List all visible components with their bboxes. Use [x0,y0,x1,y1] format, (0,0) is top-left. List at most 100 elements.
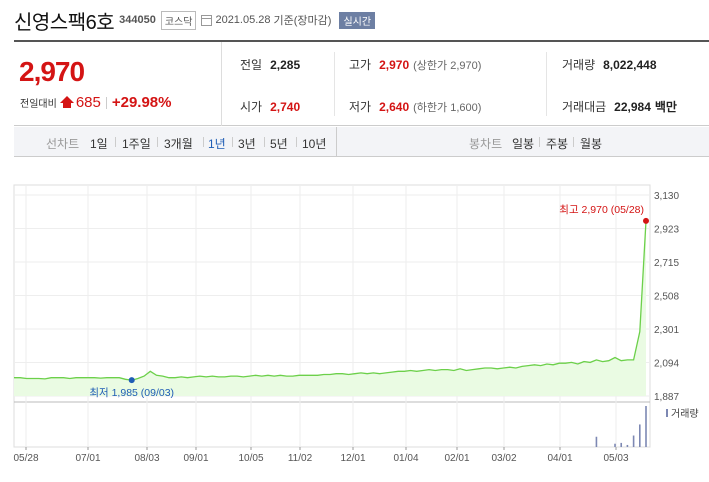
change-row: 전일대비 685 +29.98% [20,94,171,111]
volume-bar [595,436,598,447]
stat-unit: 백만 [654,100,677,114]
price-line [14,220,647,381]
y-tick-label: 3,130 [654,191,679,202]
volume-bar [632,435,635,447]
stat-value: 22,984 [614,100,651,114]
line-chart-title: 선차트 [46,137,80,151]
chart-markers: 최고 2,970 (05/28) 최저 1,985 (09/03) [89,204,649,399]
x-tick-label: 03/02 [491,453,516,464]
stat-low: 저가 2,640 (하한가 1,600) [349,98,481,115]
stock-header: 신영스팩6호 344050 코스닥 2021.05.28 기준(장마감) 실시간 [14,6,376,34]
current-price-box: 2,970 전일대비 685 +29.98% [14,42,222,126]
y-tick-label: 2,094 [654,359,679,370]
x-tick-label: 09/01 [183,453,208,464]
volume-bar [620,442,623,447]
change-label: 전일대비 [20,99,57,110]
x-tick-label: 07/01 [75,453,100,464]
up-arrow-icon [59,96,74,108]
stat-volume: 거래량 8,022,448 [562,56,657,73]
stock-code: 344050 [119,14,156,26]
range-5y-button[interactable]: 5년 [270,137,288,151]
price-area [14,220,646,396]
stat-value: 8,022,448 [603,58,657,72]
stat-label: 거래대금 [562,100,607,114]
chart-grid [13,184,651,448]
chart-range-bar: 선차트 1일 1주일 3개월 1년 3년 5년 10년 봉차트 일봉 주봉 월봉 [14,127,709,157]
y-tick-label: 2,301 [654,325,679,336]
stock-name: 신영스팩6호 [14,11,115,34]
range-divider [539,137,540,147]
stat-divider [334,52,335,116]
stat-high: 고가 2,970 (상한가 2,970) [349,56,481,73]
stat-amount: 거래대금 22,984 백만 [562,98,677,115]
x-tick-label: 05/03 [603,453,628,464]
low-label: 최저 1,985 (09/03) [89,387,174,399]
range-10y-button[interactable]: 10년 [302,137,327,151]
range-divider [573,137,574,147]
volume-bar [626,444,629,447]
plot-frame [13,184,651,448]
change-divider [105,96,107,109]
y-tick-label: 2,508 [654,292,679,303]
range-divider [264,137,265,147]
range-divider [157,137,158,147]
range-divider [203,137,204,147]
stat-label: 거래량 [562,58,596,72]
x-tick-label: 05/28 [13,453,38,464]
stat-sub: (하한가 1,600) [413,102,482,114]
quote-date-note: 기준(장마감) [273,15,332,27]
volume-legend-label: 거래량 [671,408,699,420]
x-tick-label: 04/01 [547,453,572,464]
x-axis-ticks: 05/28 07/01 08/03 09/01 10/05 11/02 12/01 01/04… [13,447,629,464]
stat-label: 전일 [240,58,263,72]
stat-value: 2,740 [270,100,301,114]
stat-divider [546,52,547,116]
range-split-divider [336,127,337,157]
x-tick-label: 02/01 [444,453,469,464]
stat-label: 시가 [240,100,263,114]
stat-value: 2,970 [379,58,410,72]
realtime-button[interactable]: 실시간 [339,11,376,29]
candle-monthly-button[interactable]: 월봉 [580,137,603,151]
y-axis-ticks: 3,130 2,923 2,715 2,508 2,301 2,094 1,887 [654,191,679,403]
change-percent: +29.98% [111,94,172,111]
y-tick-label: 2,923 [654,225,679,236]
range-1y-button[interactable]: 1년 [208,137,226,151]
stat-label: 고가 [349,58,372,72]
stat-sub: (상한가 2,970) [413,60,482,72]
volume-bar [614,443,616,447]
candle-daily-button[interactable]: 일봉 [512,137,535,151]
quote-date: 2021.05.28 [215,14,271,26]
candle-weekly-button[interactable]: 주봉 [546,137,569,151]
range-1d-button[interactable]: 1일 [90,137,108,151]
high-label: 최고 2,970 (05/28) [559,204,644,216]
high-marker [643,217,649,224]
stat-prev-close: 전일 2,285 [240,56,300,73]
current-price: 2,970 [19,56,85,87]
x-tick-label: 08/03 [134,453,159,464]
low-marker [128,377,135,384]
calendar-icon [201,14,213,26]
range-divider [296,137,297,147]
market-badge: 코스닥 [160,10,197,30]
x-tick-label: 01/04 [393,453,418,464]
y-tick-label: 1,887 [654,392,679,403]
price-summary: 2,970 전일대비 685 +29.98% 전일 2,285 시가 2,740… [14,40,709,126]
change-value: 685 [75,94,101,111]
stat-open: 시가 2,740 [240,98,300,115]
range-divider [232,137,233,147]
candle-chart-title: 봉차트 [469,137,503,151]
range-divider [115,137,116,147]
range-3y-button[interactable]: 3년 [238,137,256,151]
range-1w-button[interactable]: 1주일 [122,137,151,151]
stat-value: 2,285 [270,58,301,72]
x-tick-label: 10/05 [238,453,263,464]
range-3m-button[interactable]: 3개월 [164,137,193,151]
y-tick-label: 2,715 [654,258,679,269]
volume-bar [639,424,641,447]
volume-legend-icon [666,409,668,417]
price-chart[interactable]: 3,130 2,923 2,715 2,508 2,301 2,094 1,887 05/2… [0,160,709,482]
stat-label: 저가 [349,100,372,114]
x-tick-label: 11/02 [288,453,313,464]
stat-value: 2,640 [379,100,410,114]
